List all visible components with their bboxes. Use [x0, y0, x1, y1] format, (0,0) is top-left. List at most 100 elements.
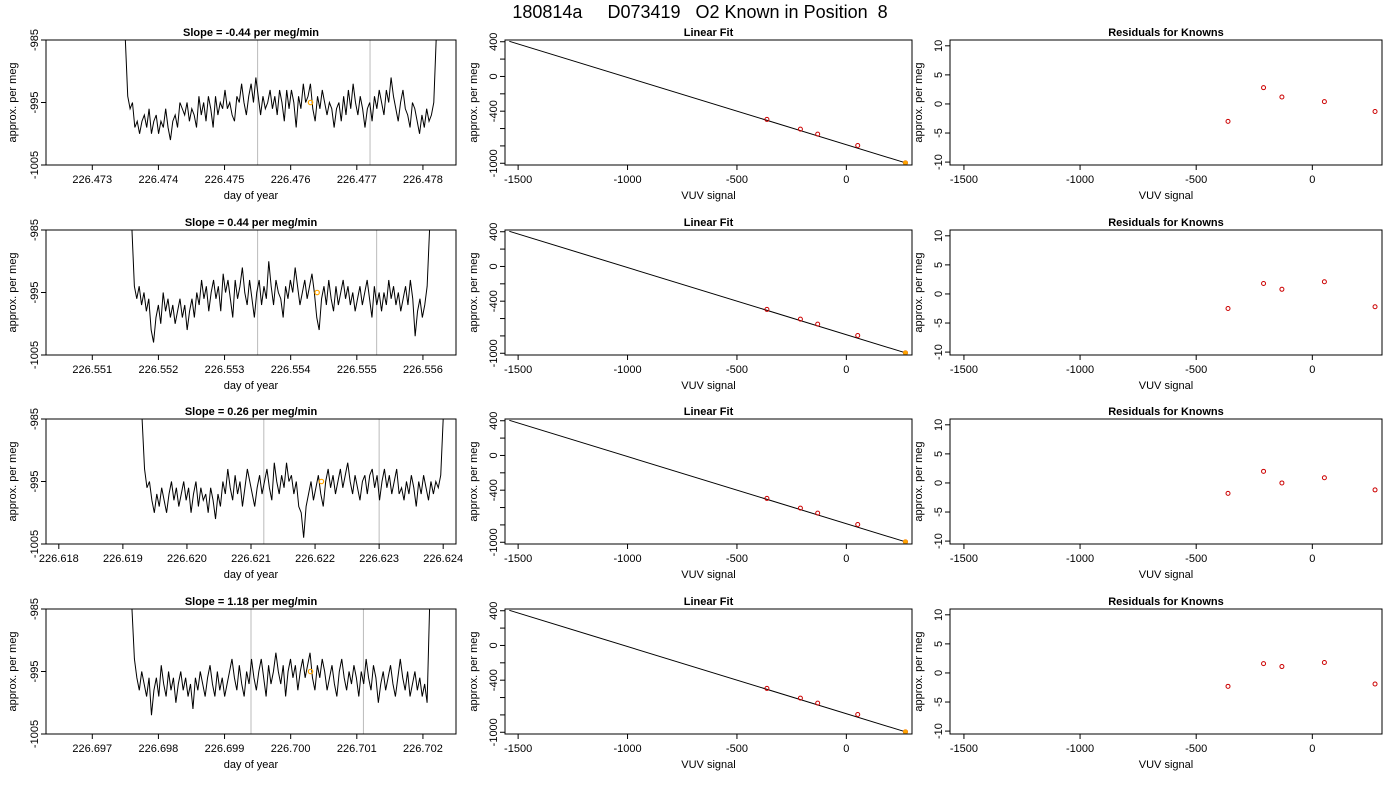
plot-area	[509, 419, 908, 544]
x-axis-label: day of year	[224, 569, 279, 581]
y-tick-label: -5	[933, 697, 945, 707]
y-tick-label: -1005	[29, 720, 41, 748]
y-axis-label: approx. per meg	[7, 252, 19, 332]
plot-area	[1225, 85, 1378, 124]
panel-frame	[45, 418, 457, 545]
sample-point	[903, 350, 908, 355]
y-axis-label: approx. per meg	[468, 62, 480, 142]
panel-title: Slope = 0.44 per meg/min	[185, 217, 318, 229]
y-tick-label: 0	[488, 452, 500, 458]
y-tick-label: 400	[488, 602, 500, 620]
mean-marker-point	[318, 478, 325, 485]
x-axis-label: VUV signal	[1139, 569, 1193, 581]
residual-point	[1225, 305, 1231, 311]
x-axis-label: day of year	[224, 759, 279, 771]
y-tick-label: 0	[488, 73, 500, 79]
chart-panel-linear_fit-3: Linear Fit -1500 -1000 -500 0 400 0 -400 -1000 VU…	[468, 596, 913, 771]
panel-frame	[949, 229, 1383, 356]
y-tick-label: 5	[933, 262, 945, 268]
y-tick-label: 0	[933, 480, 945, 486]
panel-title: Linear Fit	[684, 27, 734, 39]
panel-frame	[504, 418, 913, 545]
y-tick-label: 5	[933, 72, 945, 78]
residual-point	[1321, 279, 1327, 285]
x-tick-label: 0	[1309, 364, 1315, 376]
x-tick-label: 0	[843, 364, 849, 376]
residual-point	[1261, 468, 1267, 474]
x-tick-label: -1000	[613, 743, 641, 755]
known-point	[855, 332, 861, 338]
y-tick-label: -10	[933, 533, 945, 549]
known-point	[764, 116, 770, 122]
plot-area	[124, 40, 437, 165]
x-tick-label: -500	[1185, 174, 1207, 186]
residual-point	[1261, 280, 1267, 286]
plot-area	[1225, 279, 1378, 311]
y-tick-label: -5	[933, 507, 945, 517]
y-tick-label: -995	[29, 660, 41, 682]
chart-panel-residuals-1: Residuals for Knowns -1500 -1000 -500 0 10 5 0 -…	[913, 217, 1383, 392]
y-tick-label: -985	[29, 598, 41, 620]
x-tick-label: 226.624	[423, 553, 463, 565]
y-tick-label: -1000	[488, 528, 500, 556]
x-tick-label: -1000	[1066, 364, 1094, 376]
residual-point	[1225, 683, 1231, 689]
x-tick-label: 0	[1309, 553, 1315, 565]
x-tick-label: 226.473	[72, 174, 112, 186]
x-tick-label: 226.476	[271, 174, 311, 186]
plot-area	[509, 40, 908, 165]
x-tick-label: -1500	[504, 743, 532, 755]
chart-panel-residuals-3: Residuals for Knowns -1500 -1000 -500 0 10 5 0 -…	[913, 596, 1383, 771]
y-tick-label: 400	[488, 223, 500, 241]
x-tick-label: 226.553	[205, 364, 245, 376]
panel-frame	[949, 39, 1383, 166]
x-tick-label: -500	[1185, 743, 1207, 755]
x-axis-label: VUV signal	[681, 190, 735, 202]
y-tick-label: -10	[933, 344, 945, 360]
x-axis-label: VUV signal	[1139, 190, 1193, 202]
x-tick-label: -1000	[1066, 743, 1094, 755]
x-tick-label: -1500	[504, 553, 532, 565]
y-tick-label: 0	[488, 263, 500, 269]
panel-frame	[949, 608, 1383, 735]
x-tick-label: -1000	[613, 553, 641, 565]
y-tick-label: -995	[29, 91, 41, 113]
chart-panel-timeseries-2: Slope = 0.26 per meg/min 226.618 226.619 22…	[7, 406, 463, 581]
y-tick-label: -1005	[29, 530, 41, 558]
panel-frame	[504, 608, 913, 735]
residual-point	[1225, 490, 1231, 496]
y-tick-label: 400	[488, 412, 500, 430]
x-tick-label: 226.556	[403, 364, 443, 376]
chart-panel-linear_fit-2: Linear Fit -1500 -1000 -500 0 400 0 -400 -1000 VU…	[468, 406, 913, 581]
y-tick-label: -400	[488, 479, 500, 501]
plot-area	[131, 609, 431, 734]
residual-point	[1225, 118, 1231, 124]
x-tick-label: 226.477	[337, 174, 377, 186]
x-tick-label: 226.623	[359, 553, 399, 565]
y-tick-label: -1000	[488, 339, 500, 367]
y-tick-label: -985	[29, 219, 41, 241]
known-point	[855, 142, 861, 148]
x-axis-label: VUV signal	[1139, 759, 1193, 771]
plot-area	[1225, 659, 1378, 689]
y-tick-label: 0	[933, 101, 945, 107]
y-tick-label: 0	[488, 642, 500, 648]
x-tick-label: -1500	[504, 174, 532, 186]
mean-marker-point	[307, 668, 314, 675]
fit-line	[509, 609, 906, 733]
residual-point	[1372, 681, 1378, 687]
chart-panel-timeseries-0: Slope = -0.44 per meg/min 226.473 226.474 2…	[7, 27, 457, 202]
plot-area	[131, 230, 431, 355]
panel-frame	[949, 418, 1383, 545]
y-tick-label: -985	[29, 408, 41, 430]
y-tick-label: 10	[933, 419, 945, 431]
residual-point	[1261, 85, 1267, 91]
known-point	[815, 510, 821, 516]
signal-trace-line	[141, 419, 444, 538]
x-tick-label: 0	[1309, 743, 1315, 755]
y-tick-label: 0	[933, 670, 945, 676]
panel-title: Slope = 1.18 per meg/min	[185, 596, 318, 608]
chart-panel-timeseries-3: Slope = 1.18 per meg/min 226.697 226.698 22…	[7, 596, 457, 771]
known-point	[815, 700, 821, 706]
plot-area	[1225, 468, 1378, 496]
